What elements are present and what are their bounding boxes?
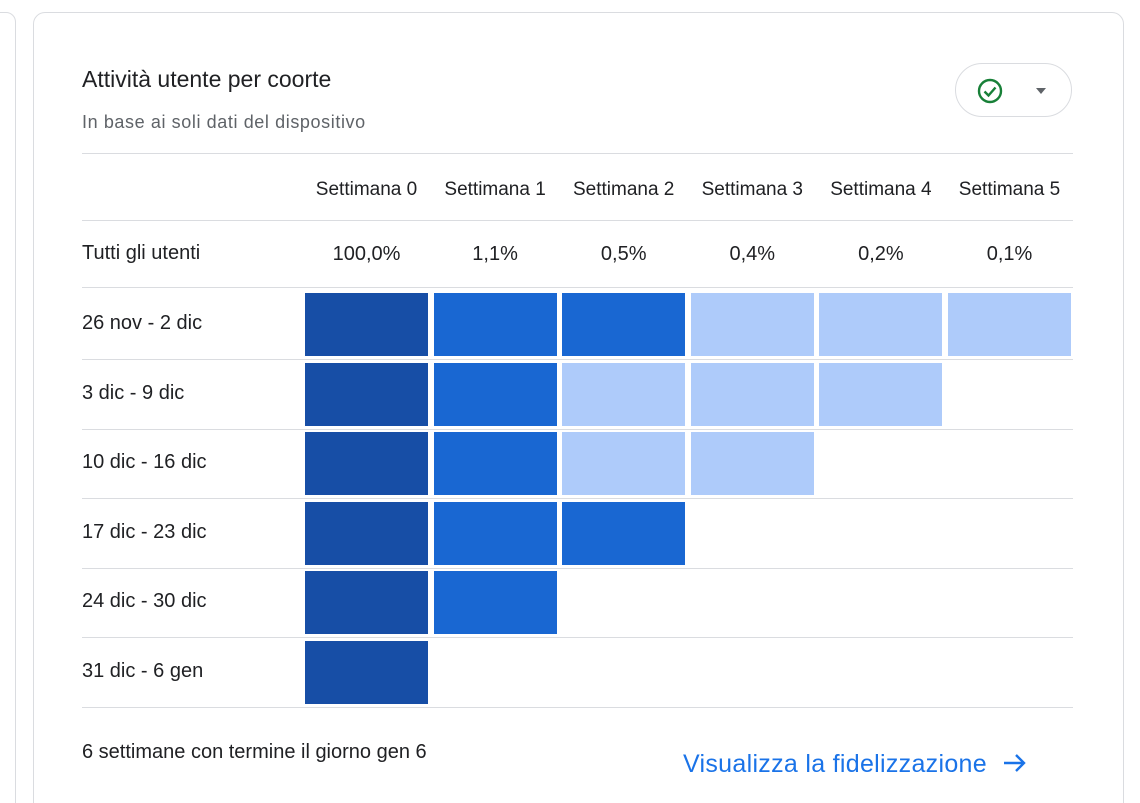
cohort-cell [819,293,943,356]
status-icons [977,78,1046,104]
summary-label: Tutti gli utenti [82,242,201,264]
cohort-cell [562,362,686,426]
link-text[interactable]: Visualizza la fidelizzazione [683,750,987,778]
divider [82,220,1073,221]
column-header: Settimana 3 [701,179,803,200]
cohort-cell [433,293,557,356]
cohort-cell [433,571,557,635]
cohort-label: 24 dic - 30 dic [82,590,207,613]
footer-note: 6 settimane con termine il giorno gen 6 [82,741,427,763]
cohort-label: 10 dic - 16 dic [82,451,207,474]
side-card [0,12,16,803]
summary-value: 100,0% [332,243,401,265]
cohort-cell [690,293,814,356]
summary-value: 1,1% [472,243,518,265]
cohort-cell [305,641,428,704]
column-header: Settimana 1 [444,179,546,200]
column-header: Settimana 0 [315,179,418,200]
cohort-cell [690,432,814,496]
summary-value: 0,4% [729,243,776,265]
arrow-icon [1004,754,1026,772]
status-button[interactable] [955,63,1072,117]
summary-value: 0,2% [858,243,904,265]
divider [82,637,1073,639]
cohort-label: 26 nov - 2 dic [82,312,203,334]
cohort-cell [948,293,1071,356]
cohort-cell [562,501,686,565]
summary-value: 0,5% [600,243,647,265]
cohort-cell [305,571,428,635]
cohort-label: 17 dic - 23 dic [82,520,207,543]
divider [82,428,1073,430]
cohort-cell [433,501,557,565]
cohort-label: 31 dic - 6 gen [82,660,204,682]
column-header: Settimana 5 [958,179,1061,200]
card [33,12,1124,803]
divider [82,359,1073,360]
cohort-cell [305,362,428,426]
cohort-label: 3 dic - 9 dic [82,381,185,404]
divider [82,498,1073,500]
cohort-cell [305,432,428,496]
cohort-cell [433,432,557,496]
cohort-cell [305,501,428,565]
cohort-cell [305,293,428,356]
cohort-cell [819,362,943,426]
summary-value: 0,1% [986,243,1033,265]
cohort-cell [562,293,686,356]
cohort-cell [690,362,814,426]
column-header: Settimana 4 [830,179,932,200]
card-subtitle: In base ai soli dati del dispositivo [82,112,366,132]
divider [82,153,1073,154]
divider [82,287,1073,288]
card-title: Attività utente per coorte [82,66,332,92]
retention-link[interactable]: Visualizza la fidelizzazione [683,750,1028,779]
column-header: Settimana 2 [572,179,675,200]
divider [82,567,1073,569]
cohort-cell [433,362,557,426]
cohort-cell [562,432,686,496]
divider [82,707,1073,708]
